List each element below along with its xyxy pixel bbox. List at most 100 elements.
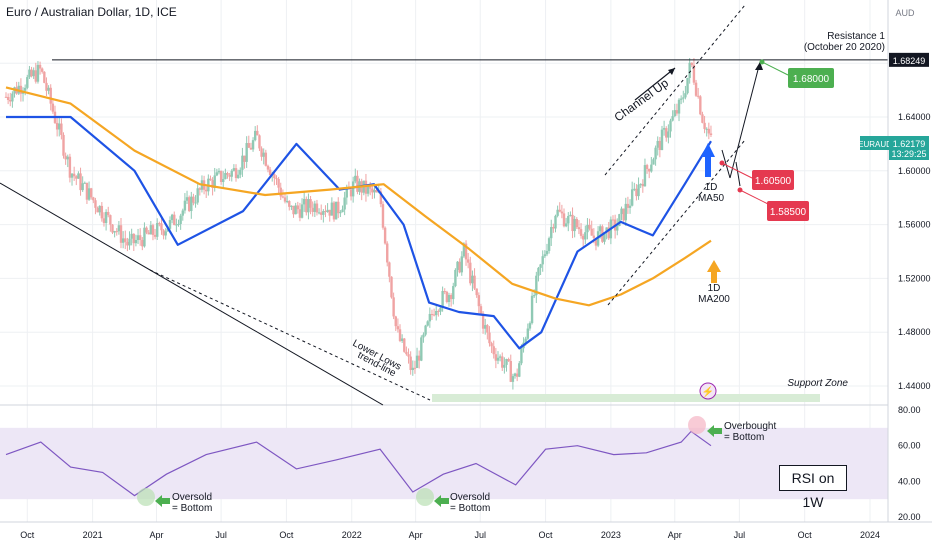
candle-body-74 xyxy=(162,230,165,236)
candle-body-201 xyxy=(432,314,436,316)
candle-body-217 xyxy=(466,259,470,263)
candle-body-323 xyxy=(692,64,696,83)
candle-body-261 xyxy=(560,211,564,214)
candle-body-197 xyxy=(424,325,427,335)
y-tick-3: 1.56000 xyxy=(898,220,931,230)
candle-body-255 xyxy=(547,238,551,251)
candle-body-84 xyxy=(183,200,187,211)
candle-body-82 xyxy=(179,215,182,224)
candle-body-11 xyxy=(28,69,31,78)
candle-body-173 xyxy=(373,189,376,193)
candle-body-40 xyxy=(89,188,93,198)
support-zone-rect xyxy=(432,394,820,402)
oversold-arrow-2 xyxy=(434,495,449,507)
proj-up-head xyxy=(755,62,763,70)
candle-body-152 xyxy=(328,209,331,216)
candle-body-283 xyxy=(607,227,610,239)
candle-body-185 xyxy=(398,329,402,341)
candle-body-300 xyxy=(643,165,647,187)
candle-body-72 xyxy=(158,223,161,225)
candle-body-287 xyxy=(616,225,619,231)
candle-body-148 xyxy=(320,212,323,215)
candle-body-49 xyxy=(109,215,112,225)
candle-body-66 xyxy=(145,227,148,233)
candle-body-70 xyxy=(153,234,157,237)
candle-body-184 xyxy=(396,326,400,330)
candle-body-237 xyxy=(509,360,512,382)
resistance-title: Resistance 1 xyxy=(827,31,885,42)
candle-body-179 xyxy=(386,243,389,263)
candle-body-54 xyxy=(119,225,123,243)
target3-box xyxy=(767,201,809,221)
candle-body-207 xyxy=(445,291,449,302)
y-tick-4: 1.60000 xyxy=(898,166,931,176)
candle-body-251 xyxy=(539,264,542,268)
candle-body-253 xyxy=(543,254,547,257)
candle-body-279 xyxy=(599,226,602,232)
candle-body-20 xyxy=(47,87,50,91)
x-tick-9: 2023 xyxy=(601,530,621,540)
candle-body-107 xyxy=(232,168,236,171)
candle-body-99 xyxy=(215,172,219,176)
candle-body-282 xyxy=(605,227,608,233)
candle-body-299 xyxy=(641,183,645,187)
x-tick-10: Apr xyxy=(668,530,682,540)
candle-body-113 xyxy=(245,143,248,162)
ma50-label-b: MA50 xyxy=(698,193,725,204)
candle-body-273 xyxy=(586,224,589,233)
candle-body-191 xyxy=(411,367,414,371)
candle-body-208 xyxy=(447,294,451,302)
price-tag xyxy=(889,136,929,160)
candle-body-65 xyxy=(143,227,146,247)
candle-body-69 xyxy=(151,225,155,235)
candle-body-75 xyxy=(164,231,167,236)
x-tick-13: 2024 xyxy=(860,530,880,540)
candle-body-126 xyxy=(273,174,276,179)
candle-body-186 xyxy=(400,338,404,341)
chart-title: Euro / Australian Dollar, 1D, ICE xyxy=(6,5,177,19)
candle-body-258 xyxy=(554,215,557,229)
candle-body-81 xyxy=(177,223,180,225)
candle-body-115 xyxy=(249,147,253,150)
candle-body-228 xyxy=(490,343,493,347)
candle-body-265 xyxy=(569,214,572,217)
candle-body-329 xyxy=(705,128,708,130)
rsi-tick-1: 40.00 xyxy=(898,476,921,486)
overbought-label-a: Overbought xyxy=(724,421,776,432)
candle-body-145 xyxy=(313,203,317,212)
candle-body-311 xyxy=(667,131,670,138)
candle-body-248 xyxy=(532,295,536,297)
candle-body-221 xyxy=(475,288,478,296)
candle-body-79 xyxy=(173,214,176,226)
candle-body-134 xyxy=(290,205,293,207)
x-tick-0: Oct xyxy=(20,530,35,540)
candle-body-30 xyxy=(68,156,72,178)
candle-body-35 xyxy=(79,173,82,191)
candle-body-183 xyxy=(394,316,397,327)
candle-body-25 xyxy=(58,123,61,130)
candle-body-214 xyxy=(460,256,463,273)
candle-body-2 xyxy=(9,99,12,102)
candle-body-63 xyxy=(138,235,142,241)
candle-body-210 xyxy=(452,286,455,300)
x-tick-3: Jul xyxy=(215,530,227,540)
candle-body-43 xyxy=(96,207,99,213)
candle-body-177 xyxy=(381,204,385,228)
rsi-tick-2: 60.00 xyxy=(898,441,921,451)
candle-body-78 xyxy=(170,214,174,221)
candle-body-316 xyxy=(677,99,681,114)
candle-body-10 xyxy=(26,77,29,88)
candle-body-118 xyxy=(256,130,259,136)
candle-body-297 xyxy=(637,184,640,197)
ma50-arrow xyxy=(701,143,715,177)
candle-body-174 xyxy=(375,189,378,193)
candle-body-306 xyxy=(656,140,659,148)
candle-body-239 xyxy=(513,373,517,377)
candle-body-100 xyxy=(217,170,221,173)
candle-body-37 xyxy=(83,182,87,184)
symbol-tag xyxy=(860,136,890,150)
candle-body-156 xyxy=(337,201,340,214)
x-tick-2: Apr xyxy=(150,530,164,540)
candle-body-98 xyxy=(213,175,216,188)
